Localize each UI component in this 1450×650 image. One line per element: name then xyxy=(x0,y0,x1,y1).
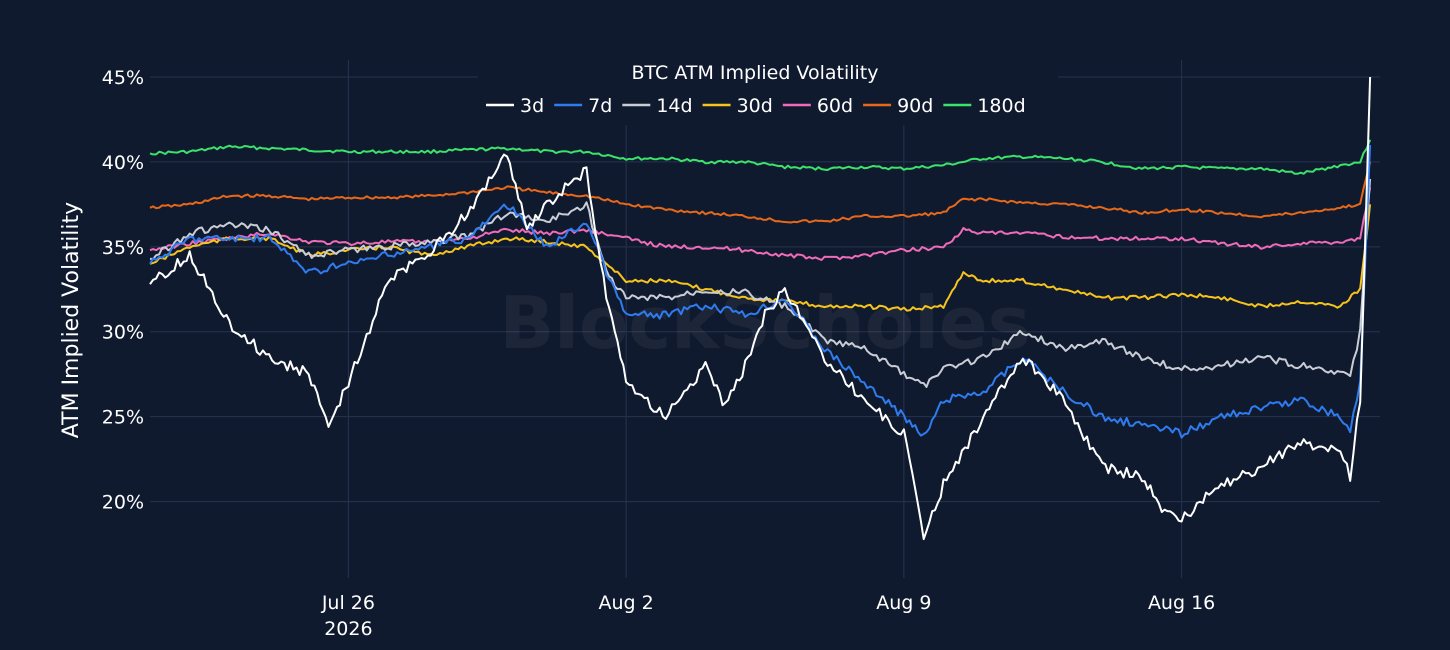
y-tick-label: 30% xyxy=(102,322,144,344)
x-axis: Jul 26 2026 Aug 2 Aug 9 Aug 16 xyxy=(321,592,1215,640)
x-tick-label: Aug 9 xyxy=(876,592,931,614)
legend-label-3d: 3d xyxy=(520,95,544,117)
series-line-14d xyxy=(149,178,1372,388)
y-tick-label: 35% xyxy=(102,237,144,259)
chart-title: BTC ATM Implied Volatility xyxy=(632,62,879,84)
watermark: BlockScholes xyxy=(499,281,1030,365)
legend-label-180d: 180d xyxy=(977,95,1025,117)
x-tick-label: Jul 26 xyxy=(321,592,375,614)
y-tick-label: 40% xyxy=(102,152,144,174)
y-axis-label: ATM Implied Volatility xyxy=(59,202,84,438)
x-tick-label-year: 2026 xyxy=(324,618,372,640)
legend-label-60d: 60d xyxy=(817,95,853,117)
series-line-60d xyxy=(149,187,1372,261)
legend-background xyxy=(478,55,1058,125)
x-tick-label: Aug 2 xyxy=(599,592,654,614)
legend-label-30d: 30d xyxy=(737,95,773,117)
y-axis: 20% 25% 30% 35% 40% 45% xyxy=(102,67,144,514)
y-tick-label: 45% xyxy=(102,67,144,89)
y-tick-label: 25% xyxy=(102,407,144,429)
y-tick-label: 20% xyxy=(102,492,144,514)
series-line-3d xyxy=(149,76,1372,541)
legend: 3d 7d 14d 30d 60d 90d 180d xyxy=(486,95,1026,117)
series-line-180d xyxy=(149,139,1372,175)
legend-label-14d: 14d xyxy=(656,95,692,117)
legend-label-7d: 7d xyxy=(588,95,612,117)
x-tick-label: Aug 16 xyxy=(1148,592,1215,614)
series-line-90d xyxy=(149,161,1372,224)
series-line-7d xyxy=(149,144,1372,439)
series-layer xyxy=(149,76,1372,541)
legend-label-90d: 90d xyxy=(897,95,933,117)
